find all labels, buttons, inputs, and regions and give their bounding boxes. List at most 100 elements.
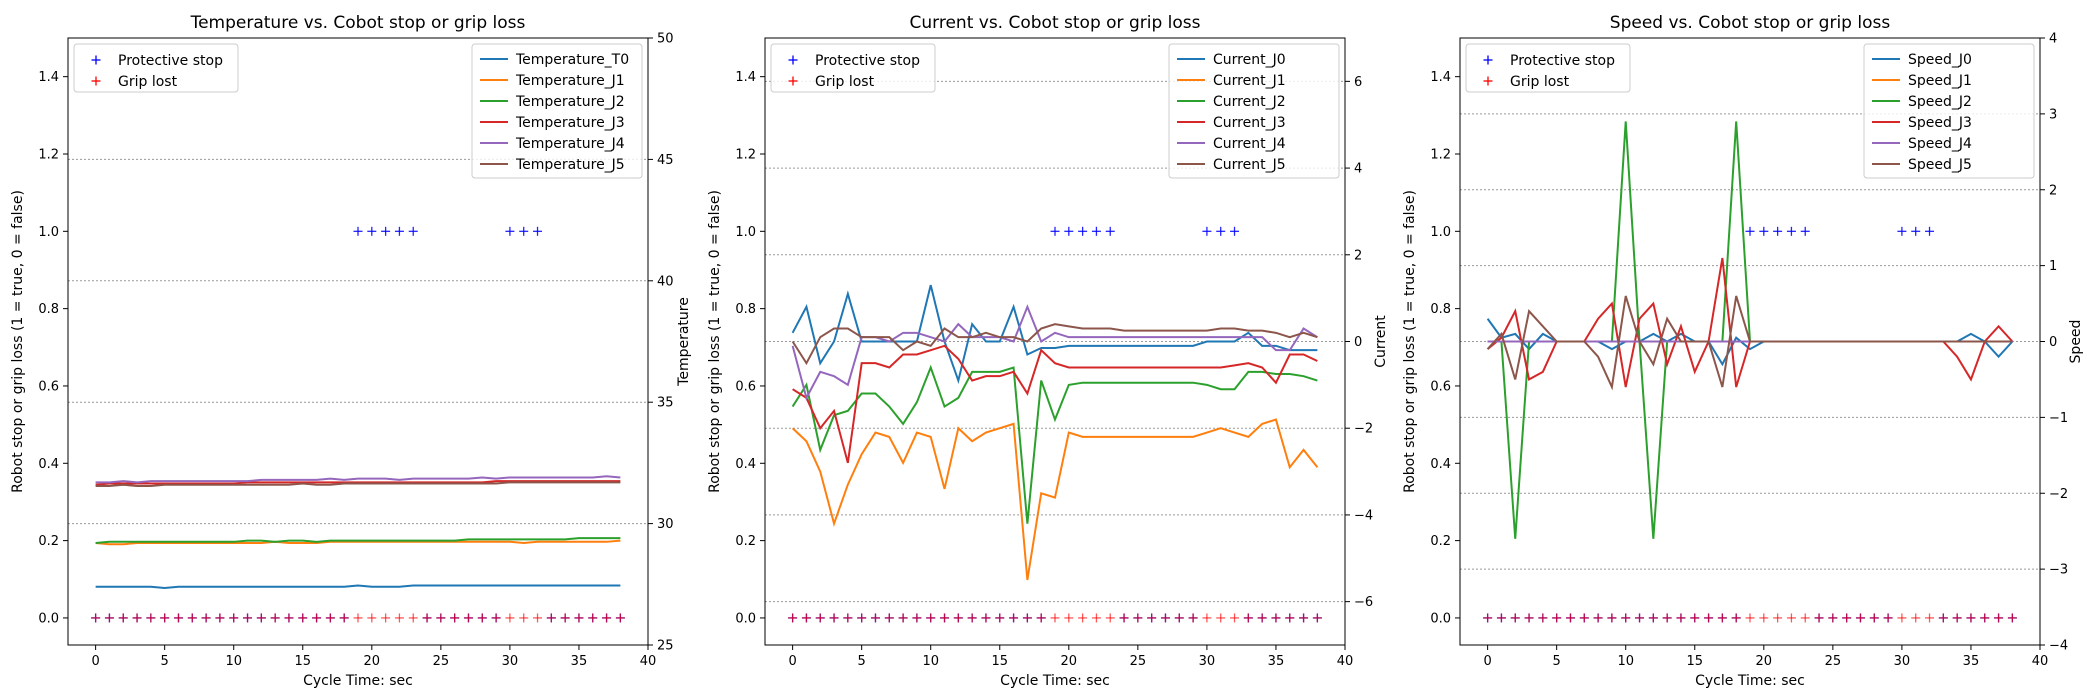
- series-line-current_j3: [792, 344, 1318, 464]
- x-tick-label: 40: [640, 654, 657, 669]
- grip-lost-marker: [187, 613, 197, 623]
- series-line-current_j0: [791, 284, 1318, 385]
- current-chart: 0 5 10 15 20 25 30 35 400.00.20.40.60.81.01.21.4…: [707, 13, 1389, 689]
- x-tick-label: 15: [294, 654, 311, 669]
- grip-lost-marker: [1312, 613, 1322, 623]
- series-legend: [1863, 43, 2035, 179]
- speed-chart: 0 5 10 15 20 25 30 35 400.00.20.40.60.81.01.21.4…: [1402, 13, 2084, 689]
- legend-marker-swatch: [788, 76, 798, 86]
- grip-lost-marker: [2007, 613, 2017, 623]
- grip-lost-marker: [1050, 613, 1060, 623]
- x-tick-label: 35: [571, 654, 588, 669]
- protective-stop-marker: [1800, 226, 1810, 236]
- x-tick-label: 15: [991, 654, 1008, 669]
- grip-lost-marker: [477, 613, 487, 623]
- grip-lost-marker: [857, 613, 867, 623]
- y-tick-label: 0.4: [38, 457, 59, 472]
- grip-lost-marker: [1869, 613, 1879, 623]
- y-right-tick-label: −3: [2049, 563, 2068, 578]
- y-right-tick-label: 0: [2049, 335, 2057, 350]
- series-line-current_j1: [791, 418, 1319, 581]
- protective-stop-marker: [1105, 226, 1115, 236]
- y-tick-label: 1.2: [38, 147, 59, 162]
- y-right-tick-label: 2: [1354, 248, 1362, 263]
- x-axis-label: Cycle Time: sec: [1000, 673, 1110, 689]
- grip-lost-marker: [491, 613, 501, 623]
- x-tick-label: 30: [502, 654, 519, 669]
- grip-lost-marker: [132, 613, 142, 623]
- grip-lost-marker: [104, 613, 114, 623]
- grip-lost-marker: [1635, 613, 1645, 623]
- protective-stop-marker: [1911, 226, 1921, 236]
- grip-lost-marker: [1676, 613, 1686, 623]
- grip-lost-marker: [1022, 613, 1032, 623]
- x-tick-label: 10: [1617, 654, 1634, 669]
- protective-stop-marker: [505, 226, 515, 236]
- grip-lost-marker: [940, 613, 950, 623]
- grip-lost-marker: [1483, 613, 1493, 623]
- y-right-axis-label: Speed: [2068, 320, 2084, 364]
- y-right-tick-label: 2: [2049, 183, 2057, 198]
- grip-lost-marker: [1105, 613, 1115, 623]
- grip-lost-marker: [1745, 613, 1755, 623]
- y-axis-label: Robot stop or grip loss (1 = true, 0 = f…: [707, 190, 723, 493]
- grip-lost-marker: [1662, 613, 1672, 623]
- y-tick-label: 1.2: [735, 147, 756, 162]
- protective-stop-marker: [1773, 226, 1783, 236]
- grip-lost-marker: [1994, 613, 2004, 623]
- grip-lost-marker: [1271, 613, 1281, 623]
- y-right-tick-label: 4: [1354, 162, 1362, 177]
- legend-series-label: Current_J3: [1213, 115, 1286, 131]
- chart-title: Current vs. Cobot stop or grip loss: [910, 13, 1201, 33]
- y-tick-label: 1.0: [1430, 225, 1451, 240]
- grip-lost-marker: [1510, 613, 1520, 623]
- grip-lost-marker: [1299, 613, 1309, 623]
- grip-lost-marker: [353, 613, 363, 623]
- grip-lost-marker: [1717, 613, 1727, 623]
- grip-lost-marker: [843, 613, 853, 623]
- legend-series-label: Speed_J3: [1908, 115, 1972, 131]
- grip-lost-marker: [450, 613, 460, 623]
- x-tick-label: 0: [1483, 654, 1491, 669]
- legend-series-label: Temperature_J2: [515, 94, 625, 110]
- axes-frame: [67, 37, 649, 646]
- temperature-chart: 0 5 10 15 20 25 30 35 40 0.0 0.2 0.4 0.6 0.8 1.0 1.2 1.4…: [10, 13, 692, 689]
- grip-lost-marker: [215, 613, 225, 623]
- grip-lost-marker: [1621, 613, 1631, 623]
- legend-series-label: Speed_J4: [1908, 136, 1972, 152]
- protective-stop-marker: [1230, 226, 1240, 236]
- series-line-current_j5: [791, 323, 1318, 366]
- legend-marker-label: Grip lost: [118, 74, 178, 90]
- x-tick-label: 25: [433, 654, 450, 669]
- grip-lost-marker: [91, 613, 101, 623]
- grip-lost-marker: [884, 613, 894, 623]
- grip-lost-marker: [1731, 613, 1741, 623]
- legend-marker-swatch: [1483, 55, 1493, 65]
- y-right-tick-label: 50: [657, 32, 674, 47]
- series-line-speed_j3: [1486, 257, 2014, 388]
- grip-lost-marker: [1980, 613, 1990, 623]
- y-tick-label: 0.0: [38, 611, 59, 626]
- legend-series-label: Speed_J2: [1908, 94, 1972, 110]
- series-line-current_j2: [791, 364, 1318, 524]
- x-tick-label: 20: [1756, 654, 1773, 669]
- y-tick-label: 0.4: [735, 457, 756, 472]
- y-tick-label: 0.4: [1430, 457, 1451, 472]
- grip-lost-marker: [519, 613, 529, 623]
- grip-lost-marker: [1828, 613, 1838, 623]
- y-right-tick-label: −2: [1354, 422, 1373, 437]
- marker-legend: [73, 43, 239, 93]
- grip-lost-marker: [1009, 613, 1019, 623]
- x-tick-label: 30: [1199, 654, 1216, 669]
- y-tick-label: 0.8: [38, 302, 59, 317]
- y-right-tick-label: −4: [1354, 508, 1373, 523]
- y-tick-label: 0.2: [735, 534, 756, 549]
- y-tick-label: 1.4: [38, 70, 59, 85]
- y-tick-label: 0.8: [735, 302, 756, 317]
- y-right-tick-label: −6: [1354, 595, 1373, 610]
- y-tick-label: 0.0: [1430, 611, 1451, 626]
- grip-lost-marker: [1147, 613, 1157, 623]
- x-tick-label: 25: [1130, 654, 1147, 669]
- series-line-temperature_t0: [95, 584, 621, 589]
- y-tick-label: 0.6: [735, 379, 756, 394]
